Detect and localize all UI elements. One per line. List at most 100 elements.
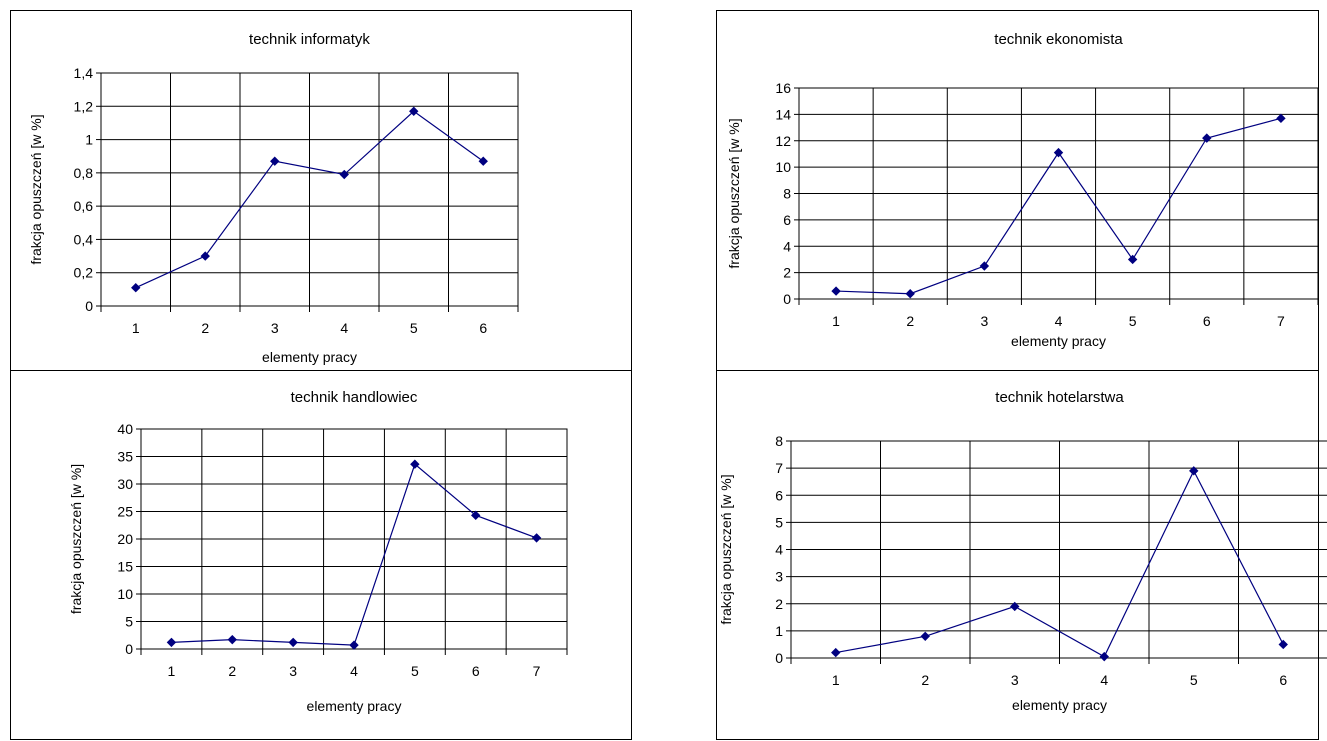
x-tick-label: 6 (1279, 672, 1287, 688)
chart-technik-handlowiec: technik handlowiec 0 5 10 15 20 25 30 35 40 1 2 3 4 5 6… (10, 370, 632, 740)
x-tick-label: 7 (1277, 313, 1285, 329)
x-tick-label: 6 (1203, 313, 1211, 329)
y-tick-label: 1,4 (74, 65, 94, 81)
y-tick-label: 0,6 (74, 198, 94, 214)
chart-title: technik handlowiec (291, 389, 418, 406)
series-line (171, 463, 537, 646)
y-tick-label: 0,8 (74, 165, 94, 181)
y-tick-label: 20 (117, 531, 133, 547)
x-tick-label: 6 (479, 320, 487, 336)
y-axis-label: frakcja opuszczeń [w %] (28, 114, 44, 264)
x-axis-label: elementy pracy (307, 698, 402, 714)
data-point (531, 533, 542, 543)
x-tick-label: 3 (289, 663, 297, 679)
chart-title: technik hotelarstwa (995, 389, 1124, 406)
y-tick-label: 0,2 (74, 265, 94, 281)
data-point (409, 106, 419, 116)
y-tick-label: 4 (775, 542, 783, 558)
series-line (835, 469, 1284, 658)
y-tick-label: 7 (775, 460, 783, 476)
x-tick-label: 1 (832, 672, 840, 688)
y-tick-label: 2 (775, 596, 783, 612)
y-tick-label: 0 (775, 650, 783, 666)
y-tick-label: 6 (775, 487, 783, 503)
x-tick-label: 4 (1100, 672, 1108, 688)
x-tick-label: 4 (340, 320, 348, 336)
y-tick-label: 40 (117, 421, 133, 437)
data-point (349, 640, 359, 650)
data-point (1099, 651, 1109, 662)
y-tick-label: 0 (125, 641, 133, 657)
data-point (270, 156, 280, 166)
plot-area (790, 440, 1327, 659)
y-tick-label: 30 (117, 476, 133, 492)
data-point (471, 510, 481, 521)
data-point (166, 637, 177, 648)
data-point (410, 459, 420, 469)
x-tick-label: 4 (1055, 313, 1063, 329)
chart-title: technik ekonomista (994, 31, 1123, 48)
y-axis-label: frakcja opuszczeń [w %] (726, 118, 742, 268)
x-tick-label: 1 (168, 663, 176, 679)
data-point (1053, 147, 1064, 158)
y-tick-label: 1 (85, 132, 93, 148)
x-axis-label: elementy pracy (262, 349, 357, 365)
data-point (339, 169, 349, 180)
x-axis-label: elementy pracy (1012, 697, 1107, 713)
y-tick-label: 10 (117, 586, 133, 602)
y-tick-label: 25 (117, 504, 133, 520)
y-tick-label: 8 (775, 433, 783, 449)
x-axis-label: elementy pracy (1011, 333, 1106, 349)
y-tick-label: 5 (775, 514, 783, 530)
y-tick-label: 12 (775, 133, 791, 149)
x-tick-label: 3 (271, 320, 279, 336)
data-point (831, 647, 841, 658)
y-axis-label: frakcja opuszczeń [w %] (68, 464, 84, 614)
y-tick-label: 0 (783, 291, 791, 307)
y-tick-label: 0,4 (74, 231, 94, 247)
data-point (288, 637, 298, 648)
x-tick-label: 5 (1190, 672, 1198, 688)
data-point (1127, 254, 1138, 265)
data-point (905, 289, 915, 299)
plot-area (798, 87, 1319, 300)
chart-technik-informatyk: technik informatyk 0 0,2 0,4 0,6 0,8 1 1,2 1,4 1 2… (10, 10, 632, 373)
x-tick-label: 1 (132, 320, 140, 336)
data-point (920, 631, 930, 642)
data-point (1202, 133, 1212, 143)
y-tick-label: 1 (775, 623, 783, 639)
y-tick-label: 35 (117, 449, 133, 465)
data-point (478, 156, 488, 166)
chart-technik-ekonomista: technik ekonomista 0 2 4 6 8 10 12 14 16 1 2 3 4 5 6 7 el… (716, 10, 1319, 375)
x-tick-label: 2 (921, 672, 929, 688)
x-tick-label: 4 (350, 663, 358, 679)
x-tick-label: 6 (472, 663, 480, 679)
y-tick-label: 14 (775, 106, 791, 122)
y-tick-label: 4 (783, 238, 791, 254)
data-point (1276, 113, 1286, 124)
y-tick-label: 1,2 (74, 98, 94, 114)
chart-technik-hotelarstwa: technik hotelarstwa 0 1 2 3 4 5 6 7 8 1 2 3 4 5 6 elemen… (716, 370, 1327, 740)
y-tick-label: 16 (775, 80, 791, 96)
y-tick-label: 8 (783, 186, 791, 202)
y-axis-label: frakcja opuszczeń [w %] (718, 474, 734, 624)
y-tick-label: 15 (117, 559, 133, 575)
y-tick-label: 10 (775, 159, 791, 175)
series-line (836, 117, 1282, 295)
data-point (1278, 639, 1288, 650)
chart-title: technik informatyk (249, 31, 370, 48)
y-tick-label: 5 (125, 614, 133, 630)
y-tick-label: 0 (85, 298, 93, 314)
x-tick-label: 2 (906, 313, 914, 329)
x-tick-label: 5 (411, 663, 419, 679)
y-tick-label: 3 (775, 569, 783, 585)
plot-area (100, 72, 519, 307)
x-tick-label: 2 (201, 320, 209, 336)
data-point (1189, 466, 1199, 476)
data-point (227, 634, 237, 645)
y-tick-label: 2 (783, 265, 791, 281)
x-tick-label: 7 (533, 663, 541, 679)
x-tick-label: 5 (410, 320, 418, 336)
x-tick-label: 3 (1011, 672, 1019, 688)
